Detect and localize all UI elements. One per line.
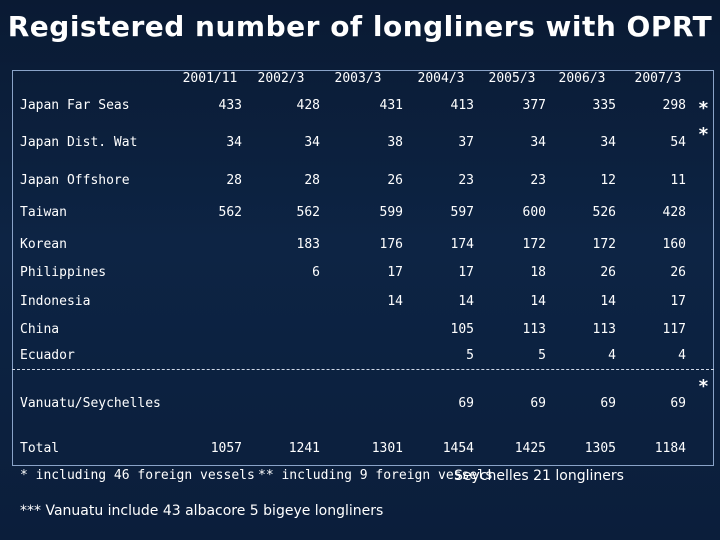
- table-cell: 54: [670, 135, 686, 150]
- table-cell: 18: [530, 265, 546, 280]
- table-cell: 5: [466, 348, 474, 363]
- row-label: Japan Far Seas: [20, 98, 130, 113]
- row-label: Philippines: [20, 265, 107, 280]
- table-cell: 23: [458, 173, 474, 188]
- table-cell: 1454: [442, 441, 474, 456]
- table-cell: 4: [678, 348, 686, 363]
- row-label: Total: [20, 441, 60, 456]
- column-header: 2004/3: [417, 71, 465, 86]
- table-cell: 433: [218, 98, 242, 113]
- table-cell: 526: [592, 205, 616, 220]
- table-cell: 14: [458, 294, 474, 309]
- footnote-1: * including 46 foreign vessels: [20, 468, 255, 483]
- table-cell: 160: [662, 237, 686, 252]
- table-cell: 17: [458, 265, 474, 280]
- table-cell: 174: [450, 237, 474, 252]
- table-cell: 28: [226, 173, 242, 188]
- table-cell: 562: [218, 205, 242, 220]
- table-cell: 1305: [584, 441, 616, 456]
- table-cell: 413: [450, 98, 474, 113]
- table-cell: 69: [670, 396, 686, 411]
- table-cell: 600: [522, 205, 546, 220]
- table-cell: 69: [530, 396, 546, 411]
- row-label: Ecuador: [20, 348, 75, 363]
- table-cell: 34: [600, 135, 616, 150]
- table-cell: 26: [387, 173, 403, 188]
- table-cell: 428: [662, 205, 686, 220]
- table-cell: 172: [522, 237, 546, 252]
- table-cell: 562: [296, 205, 320, 220]
- table-cell: 377: [522, 98, 546, 113]
- table-cell: 172: [592, 237, 616, 252]
- footnote-marker: *: [698, 376, 709, 397]
- page-title: Registered number of longliners with OPR…: [7, 10, 713, 43]
- column-header: 2001/11: [182, 71, 238, 86]
- row-label: Japan Offshore: [20, 173, 130, 188]
- table-cell: 17: [670, 294, 686, 309]
- row-label: Korean: [20, 237, 67, 252]
- table-cell: 431: [379, 98, 403, 113]
- table-cell: 176: [379, 237, 403, 252]
- row-label: Taiwan: [20, 205, 67, 220]
- table-cell: 28: [304, 173, 320, 188]
- table-cell: 1057: [210, 441, 242, 456]
- footnote-marker: *: [698, 124, 709, 145]
- table-cell: 597: [450, 205, 474, 220]
- column-header: 2002/3: [257, 71, 305, 86]
- table-cell: 113: [522, 322, 546, 337]
- column-header: 2006/3: [558, 71, 606, 86]
- table-cell: 335: [592, 98, 616, 113]
- table-cell: 1425: [514, 441, 546, 456]
- table-cell: 14: [530, 294, 546, 309]
- divider: [12, 369, 714, 370]
- footnote-marker: *: [698, 98, 709, 119]
- table-cell: 69: [458, 396, 474, 411]
- table-cell: 34: [226, 135, 242, 150]
- table-cell: 5: [538, 348, 546, 363]
- table-cell: 23: [530, 173, 546, 188]
- row-label: Vanuatu/Seychelles: [20, 396, 161, 411]
- table-cell: 4: [608, 348, 616, 363]
- table-cell: 1184: [654, 441, 686, 456]
- table-cell: 428: [296, 98, 320, 113]
- table-cell: 599: [379, 205, 403, 220]
- table-cell: 105: [450, 322, 474, 337]
- table-cell: 26: [600, 265, 616, 280]
- table-cell: 26: [670, 265, 686, 280]
- table-cell: 34: [304, 135, 320, 150]
- table-cell: 12: [600, 173, 616, 188]
- table-cell: 1301: [371, 441, 403, 456]
- table-cell: 38: [387, 135, 403, 150]
- table-cell: 113: [592, 322, 616, 337]
- footnote-3: *** Vanuatu include 43 albacore 5 bigeye…: [20, 503, 384, 519]
- column-header: 2007/3: [634, 71, 682, 86]
- row-label: China: [20, 322, 60, 337]
- footnote-2-seychelles: Seychelles 21 longliners: [454, 468, 624, 484]
- column-header: 2005/3: [488, 71, 536, 86]
- column-header: 2003/3: [334, 71, 382, 86]
- table-cell: 69: [600, 396, 616, 411]
- table-frame: [12, 70, 714, 466]
- footnote-2: ** including 9 foreign vessels: [258, 468, 493, 483]
- table-cell: 11: [670, 173, 686, 188]
- row-label: Japan Dist. Wat: [20, 135, 138, 150]
- table-cell: 37: [458, 135, 474, 150]
- table-cell: 14: [387, 294, 403, 309]
- table-cell: 6: [312, 265, 320, 280]
- table-cell: 183: [296, 237, 320, 252]
- table-cell: 1241: [288, 441, 320, 456]
- table-cell: 14: [600, 294, 616, 309]
- table-cell: 117: [662, 322, 686, 337]
- table-cell: 17: [387, 265, 403, 280]
- table-cell: 298: [662, 98, 686, 113]
- table-cell: 34: [530, 135, 546, 150]
- row-label: Indonesia: [20, 294, 91, 309]
